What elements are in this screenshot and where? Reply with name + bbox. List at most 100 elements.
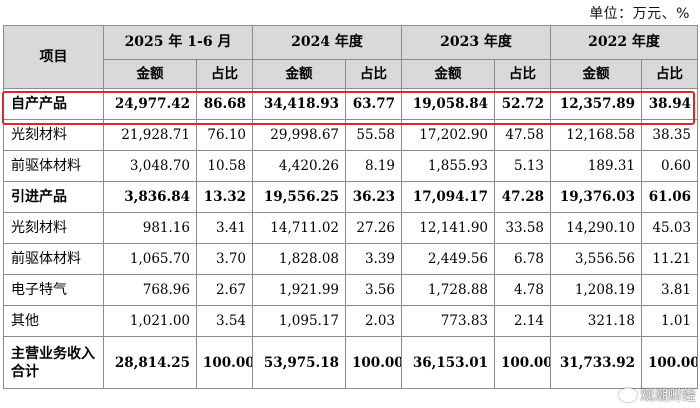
ratio-cell: 0.60 bbox=[641, 150, 699, 182]
ratio-cell: 3.39 bbox=[345, 243, 403, 275]
unit-note: 单位：万元、% bbox=[589, 6, 690, 22]
header-period: 2024 年度 bbox=[252, 25, 403, 60]
table-row: 自产产品 24,977.42 86.68 34,418.93 63.77 19,058.8… bbox=[3, 88, 699, 120]
row-label: 引进产品 bbox=[3, 181, 104, 213]
amount-cell: 4,420.26 bbox=[252, 150, 347, 182]
amount-cell: 3,556.56 bbox=[550, 243, 643, 275]
ratio-cell: 5.13 bbox=[494, 150, 552, 182]
ratio-cell: 3.41 bbox=[195, 212, 254, 244]
ratio-cell: 6.78 bbox=[494, 243, 552, 275]
header-ratio: 占比 bbox=[494, 59, 552, 89]
ratio-cell: 1.01 bbox=[641, 305, 699, 337]
ratio-cell: 100.00 bbox=[494, 336, 552, 389]
table-row: 前驱体材料 3,048.70 10.58 4,420.26 8.19 1,855.93 5.… bbox=[3, 150, 699, 182]
amount-cell: 17,094.17 bbox=[401, 181, 496, 213]
header-period: 2022 年度 bbox=[550, 25, 699, 60]
table-row: 其他 1,021.00 3.54 1,095.17 2.03 773.83 2.14 321.… bbox=[3, 305, 699, 337]
amount-cell: 1,921.99 bbox=[252, 274, 347, 306]
amount-cell: 24,977.42 bbox=[103, 88, 197, 120]
ratio-cell: 33.58 bbox=[494, 212, 552, 244]
amount-cell: 1,728.88 bbox=[401, 274, 496, 306]
ratio-cell: 36.23 bbox=[345, 181, 403, 213]
ratio-cell: 100.00 bbox=[345, 336, 403, 389]
amount-cell: 12,357.89 bbox=[550, 88, 643, 120]
amount-cell: 19,376.03 bbox=[550, 181, 643, 213]
amount-cell: 34,418.93 bbox=[252, 88, 347, 120]
row-label: 光刻材料 bbox=[3, 119, 104, 151]
amount-cell: 14,711.02 bbox=[252, 212, 347, 244]
ratio-cell: 61.06 bbox=[641, 181, 699, 213]
ratio-cell: 13.32 bbox=[195, 181, 254, 213]
ratio-cell: 86.68 bbox=[195, 88, 254, 120]
ratio-cell: 10.58 bbox=[195, 150, 254, 182]
ratio-cell: 100.00 bbox=[641, 336, 699, 389]
amount-cell: 21,928.71 bbox=[103, 119, 197, 151]
ratio-cell: 2.14 bbox=[494, 305, 552, 337]
table-row: 光刻材料 21,928.71 76.10 29,998.67 55.58 17,202.9… bbox=[3, 119, 699, 151]
table-row: 电子特气 768.96 2.67 1,921.99 3.56 1,728.88 4.78 1,… bbox=[3, 274, 699, 306]
amount-cell: 29,998.67 bbox=[252, 119, 347, 151]
amount-cell: 14,290.10 bbox=[550, 212, 643, 244]
ratio-cell: 63.77 bbox=[345, 88, 403, 120]
watermark-text: 观潮财经 bbox=[640, 388, 696, 404]
ratio-cell: 3.56 bbox=[345, 274, 403, 306]
amount-cell: 321.18 bbox=[550, 305, 643, 337]
amount-cell: 31,733.92 bbox=[550, 336, 643, 389]
ratio-cell: 38.94 bbox=[641, 88, 699, 120]
table-row: 光刻材料 981.16 3.41 14,711.02 27.26 12,141.90 33.… bbox=[3, 212, 699, 244]
ratio-cell: 47.58 bbox=[494, 119, 552, 151]
row-label: 其他 bbox=[3, 305, 104, 337]
amount-cell: 981.16 bbox=[103, 212, 197, 244]
amount-cell: 768.96 bbox=[103, 274, 197, 306]
amount-cell: 19,556.25 bbox=[252, 181, 347, 213]
amount-cell: 19,058.84 bbox=[401, 88, 496, 120]
amount-cell: 12,141.90 bbox=[401, 212, 496, 244]
row-label: 前驱体材料 bbox=[3, 243, 104, 275]
amount-cell: 28,814.25 bbox=[103, 336, 197, 389]
ratio-cell: 47.28 bbox=[494, 181, 552, 213]
row-label: 光刻材料 bbox=[3, 212, 104, 244]
ratio-cell: 3.81 bbox=[641, 274, 699, 306]
ratio-cell: 76.10 bbox=[195, 119, 254, 151]
amount-cell: 1,021.00 bbox=[103, 305, 197, 337]
header-ratio: 占比 bbox=[195, 59, 254, 89]
ratio-cell: 8.19 bbox=[345, 150, 403, 182]
amount-cell: 3,836.84 bbox=[103, 181, 197, 213]
amount-cell: 1,208.19 bbox=[550, 274, 643, 306]
revenue-table: 项目 2025 年 1-6 月 2024 年度 2023 年度 2022 年度 … bbox=[3, 25, 699, 389]
weibo-logo-icon bbox=[619, 388, 637, 402]
ratio-cell: 55.58 bbox=[345, 119, 403, 151]
amount-cell: 189.31 bbox=[550, 150, 643, 182]
ratio-cell: 100.00 bbox=[195, 336, 254, 389]
header-amount: 金额 bbox=[103, 59, 197, 89]
amount-cell: 53,975.18 bbox=[252, 336, 347, 389]
ratio-cell: 11.21 bbox=[641, 243, 699, 275]
ratio-cell: 38.35 bbox=[641, 119, 699, 151]
amount-cell: 1,095.17 bbox=[252, 305, 347, 337]
header-ratio: 占比 bbox=[345, 59, 403, 89]
ratio-cell: 27.26 bbox=[345, 212, 403, 244]
amount-cell: 3,048.70 bbox=[103, 150, 197, 182]
ratio-cell: 52.72 bbox=[494, 88, 552, 120]
amount-cell: 12,168.58 bbox=[550, 119, 643, 151]
row-label: 主营业务收入合计 bbox=[3, 336, 104, 389]
ratio-cell: 45.03 bbox=[641, 212, 699, 244]
watermark: 观潮财经 bbox=[619, 385, 696, 405]
header-ratio: 占比 bbox=[641, 59, 699, 89]
amount-cell: 1,855.93 bbox=[401, 150, 496, 182]
amount-cell: 1,065.70 bbox=[103, 243, 197, 275]
amount-cell: 36,153.01 bbox=[401, 336, 496, 389]
header-amount: 金额 bbox=[550, 59, 643, 89]
amount-cell: 773.83 bbox=[401, 305, 496, 337]
header-item: 项目 bbox=[3, 25, 104, 89]
ratio-cell: 2.03 bbox=[345, 305, 403, 337]
amount-cell: 1,828.08 bbox=[252, 243, 347, 275]
table-row: 引进产品 3,836.84 13.32 19,556.25 36.23 17,094.17… bbox=[3, 181, 699, 213]
table-body: 自产产品 24,977.42 86.68 34,418.93 63.77 19,058.8… bbox=[3, 88, 699, 389]
row-label: 电子特气 bbox=[3, 274, 104, 306]
ratio-cell: 3.70 bbox=[195, 243, 254, 275]
header-amount: 金额 bbox=[252, 59, 347, 89]
table-row: 前驱体材料 1,065.70 3.70 1,828.08 3.39 2,449.56 6.7… bbox=[3, 243, 699, 275]
amount-cell: 2,449.56 bbox=[401, 243, 496, 275]
ratio-cell: 3.54 bbox=[195, 305, 254, 337]
